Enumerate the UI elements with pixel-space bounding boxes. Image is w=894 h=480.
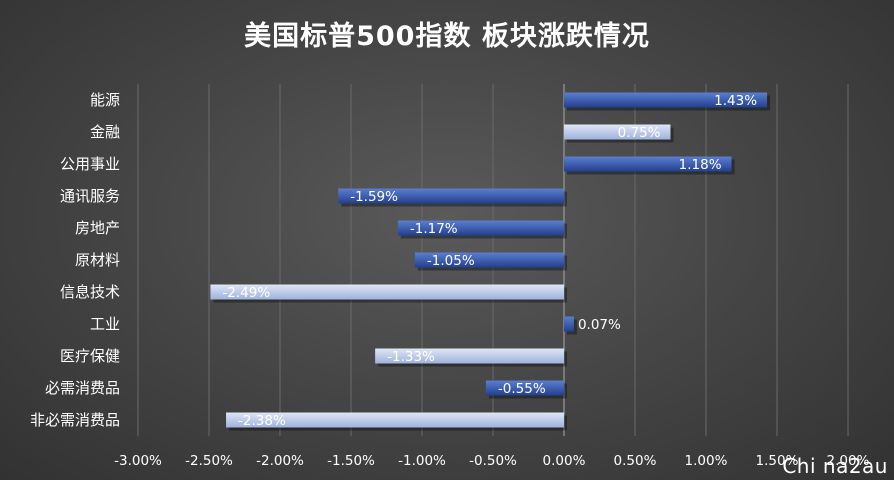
x-tick-label: -1.00% [398,453,446,469]
data-label: -1.17% [410,221,458,237]
x-tick-label: -0.50% [469,453,517,469]
bar [564,124,671,140]
x-tick-label: 1.50% [756,453,799,469]
x-tick-label: -2.50% [185,453,233,469]
bar [375,348,564,364]
category-label: 工业 [90,315,120,333]
x-tick-label: -3.00% [114,453,162,469]
data-label: -1.59% [350,189,398,205]
category-label: 通讯服务 [60,187,120,205]
bar [485,380,564,396]
x-tick-label: 0.00% [543,453,586,469]
data-label: 1.18% [679,157,722,173]
data-label: 0.75% [618,125,661,141]
x-tick-label: -2.00% [256,453,304,469]
chart-title: 美国标普500指数 板块涨跌情况 [244,21,650,52]
data-label: 1.43% [714,93,757,109]
category-label: 原材料 [75,251,120,269]
bars [210,92,771,431]
bar [414,252,564,268]
data-label: 0.07% [578,317,621,333]
x-tick-label: 0.50% [614,453,657,469]
data-label: -1.05% [427,253,475,269]
data-label: -1.33% [387,349,435,365]
category-label: 非必需消费品 [30,411,120,429]
watermark: Chi na2au [782,454,888,478]
category-label: 医疗保健 [60,347,120,365]
x-tick-label: -1.50% [327,453,375,469]
category-label: 房地产 [75,219,120,237]
bar [210,284,565,300]
bar [338,188,564,204]
bar [564,92,768,108]
x-tick-label: 1.00% [685,453,728,469]
data-label: -2.38% [238,413,286,429]
category-label: 能源 [90,91,120,109]
labels: -3.00% -2.50% -2.00% -1.50% -1.00% -0.50% 0.00… [30,91,870,469]
bar [564,156,732,172]
x-tick-label: 2.00% [827,453,870,469]
bar [564,316,574,332]
category-label: 公用事业 [60,155,120,173]
data-label: -2.49% [222,285,270,301]
category-label: 必需消费品 [45,379,120,397]
data-label: -0.55% [498,381,546,397]
bar [226,412,565,428]
bar [397,220,564,236]
category-label: 信息技术 [60,283,120,301]
category-label: 金融 [90,123,120,141]
